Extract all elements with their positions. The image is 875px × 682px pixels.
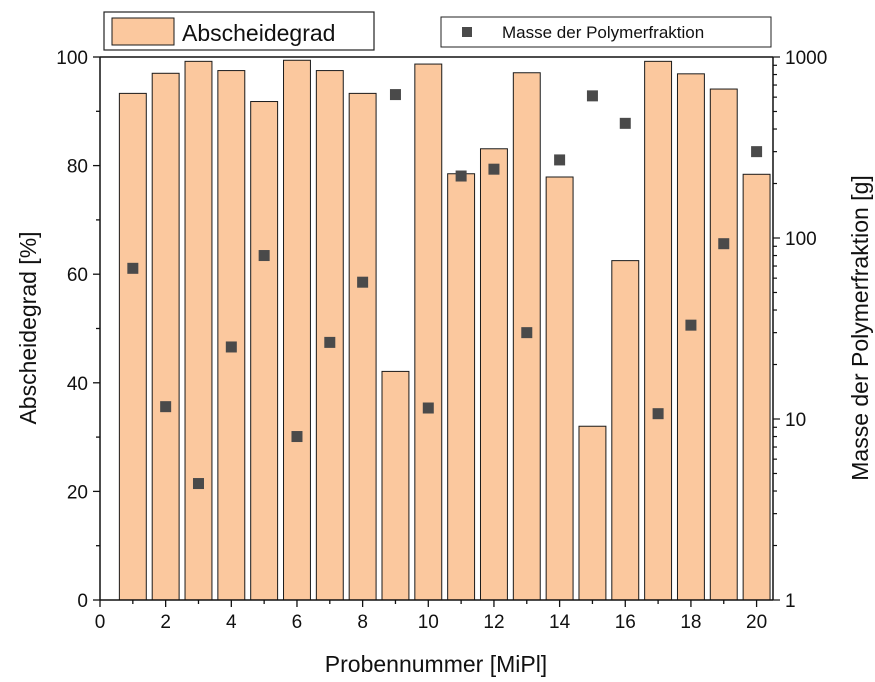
bar-17 (644, 60, 673, 601)
legend-swatch-points (462, 27, 472, 37)
legend-label-bars: Abscheidegrad (182, 20, 335, 46)
bar-10 (414, 63, 443, 601)
point-19 (718, 238, 730, 250)
x-axis-ticks: 0 2 4 6 8 10 12 14 16 18 20 (95, 600, 767, 633)
x-tick-label-12: 12 (483, 612, 504, 633)
point-2 (160, 401, 172, 413)
point-10 (422, 402, 434, 414)
x-tick-label-16: 16 (615, 612, 636, 633)
point-16 (619, 117, 631, 129)
legend-box-points (440, 16, 772, 48)
y2-tick-label-10: 10 (785, 410, 806, 431)
left-axis-ticks: 0 20 40 60 80 100 (56, 48, 100, 612)
y-tick-label-100: 100 (56, 48, 88, 69)
x-tick-label-4: 4 (226, 612, 237, 633)
bar-9 (381, 370, 410, 601)
bar-5 (250, 101, 279, 601)
legend-label-points: Masse der Polymerfraktion (502, 23, 704, 42)
point-9 (389, 89, 401, 101)
point-4 (225, 341, 237, 353)
point-6 (291, 431, 303, 443)
y2-tick-label-1000: 1000 (785, 48, 827, 69)
y-tick-label-60: 60 (67, 265, 88, 286)
bar-8 (348, 92, 377, 601)
bar-6 (283, 59, 311, 601)
bar-12 (479, 148, 508, 601)
bar-20 (742, 173, 771, 601)
bar-series (118, 59, 771, 601)
y-tick-label-0: 0 (77, 591, 88, 612)
point-17 (652, 408, 664, 420)
bar-18 (676, 73, 705, 601)
y2-tick-label-100: 100 (785, 229, 817, 250)
point-5 (258, 250, 270, 262)
point-7 (324, 336, 336, 348)
x-tick-label-0: 0 (95, 612, 106, 633)
bar-16 (611, 260, 640, 601)
bar-14 (545, 176, 574, 601)
legend-swatch-bars (111, 17, 175, 46)
point-12 (488, 163, 500, 175)
y-tick-label-40: 40 (67, 374, 88, 395)
x-tick-label-10: 10 (418, 612, 439, 633)
point-18 (685, 319, 697, 331)
bar-15 (578, 425, 607, 601)
x-tick-label-20: 20 (746, 612, 767, 633)
bar-7 (315, 70, 344, 601)
point-14 (554, 154, 566, 166)
x-tick-label-8: 8 (357, 612, 368, 633)
bar-19 (709, 88, 738, 601)
point-8 (357, 276, 369, 288)
x-axis-title: Probennummer [MiPl] (325, 651, 547, 677)
y-axis-title: Abscheidegrad [%] (15, 231, 41, 424)
legend: Abscheidegrad Masse der Polymerfraktion (103, 11, 772, 51)
y2-tick-label-1: 1 (785, 591, 796, 612)
x-tick-label-6: 6 (292, 612, 303, 633)
bar-4 (217, 70, 246, 601)
x-tick-label-2: 2 (160, 612, 171, 633)
x-tick-label-14: 14 (549, 612, 571, 633)
scatter-series (127, 89, 763, 490)
right-axis-ticks: 1 10 100 1000 (773, 48, 827, 612)
point-1 (127, 262, 139, 274)
bar-1 (118, 92, 147, 601)
bar-11 (447, 173, 476, 601)
point-20 (751, 146, 763, 158)
y-tick-label-80: 80 (67, 157, 88, 178)
point-11 (455, 170, 467, 182)
point-3 (192, 478, 204, 490)
bar-3 (184, 60, 213, 601)
x-tick-label-18: 18 (680, 612, 701, 633)
plot-area (100, 57, 773, 601)
bar-2 (151, 72, 180, 601)
y-tick-label-20: 20 (67, 482, 88, 503)
y2-axis-title: Masse der Polymerfraktion [g] (847, 175, 873, 481)
point-15 (586, 90, 598, 102)
point-13 (521, 327, 533, 339)
